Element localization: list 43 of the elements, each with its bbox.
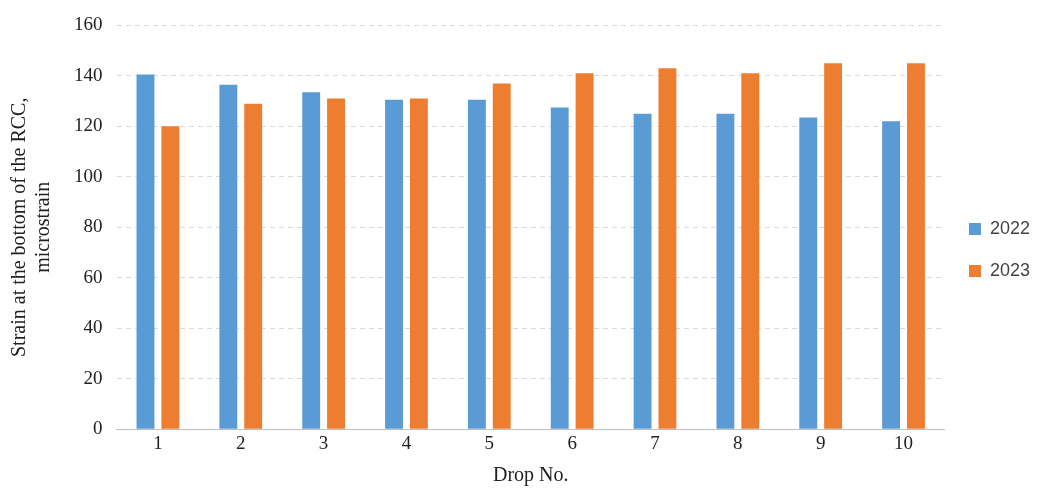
x-tick-label: 7 [650,431,660,453]
x-tick-label: 5 [484,431,495,453]
y-tick-label: 120 [74,114,103,136]
bar [161,126,180,429]
bar [244,103,263,429]
bar [219,84,238,429]
y-tick-label: 40 [83,316,103,338]
bar [658,68,677,429]
bar [385,99,403,429]
y-tick-label: 0 [93,417,103,439]
x-tick-label: 9 [815,431,826,453]
x-tick-label: 1 [153,431,163,453]
bar [302,92,321,429]
y-axis-title: Strain at the bottom of the RCC, microstrain [7,97,54,358]
bar [716,113,735,429]
legend-label: 2022 [989,217,1030,238]
bar [575,73,594,429]
y-tick-label: 60 [83,265,103,287]
bar [633,113,652,429]
x-tick-label: 4 [401,431,412,453]
x-axis-title: Drop No. [492,463,569,487]
y-tick-label: 80 [83,215,103,237]
y-tick-label: 100 [74,164,103,186]
bar [907,63,925,429]
bar [409,98,428,429]
x-tick-label: 8 [733,431,743,453]
x-tick-label: 10 [894,431,914,453]
bar [327,98,345,429]
bar [550,107,569,429]
y-tick-label: 160 [74,13,103,35]
x-tick-label: 3 [318,431,329,453]
bar [799,117,818,429]
bar [882,121,901,429]
y-tick-label: 140 [74,63,103,85]
bar [467,99,486,429]
bar [492,83,511,429]
bar [824,63,843,429]
y-tick-label: 20 [83,366,103,388]
x-tick-label: 6 [567,431,577,453]
legend-label: 2023 [989,259,1030,280]
bar [136,74,155,429]
x-tick-label: 2 [236,431,246,453]
bar [741,73,760,429]
